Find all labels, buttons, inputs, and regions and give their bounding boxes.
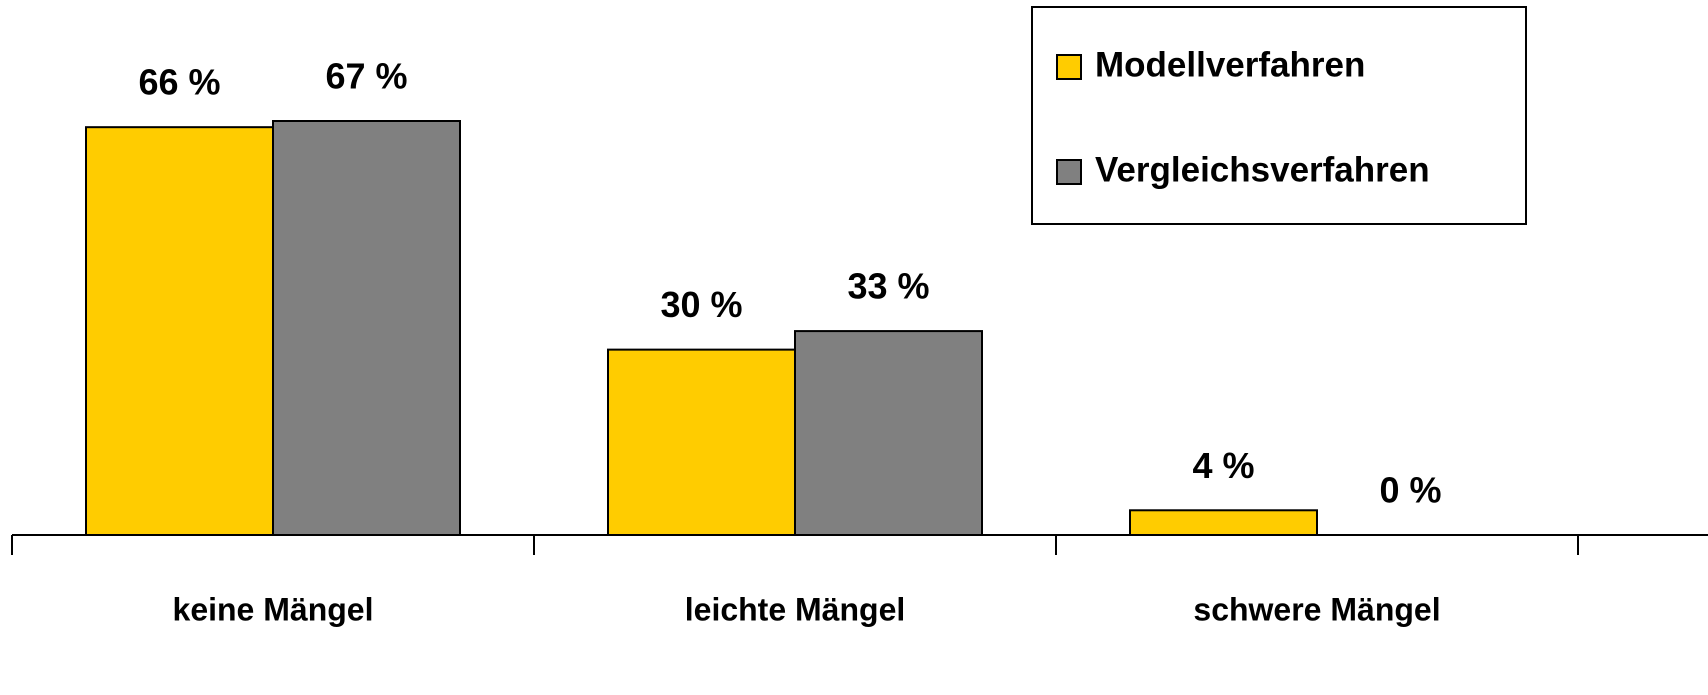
x-tick-label: leichte Mängel — [685, 591, 906, 627]
legend-box — [1031, 6, 1527, 225]
value-label: 30 % — [660, 284, 742, 325]
bar — [794, 330, 983, 536]
bar — [272, 120, 461, 536]
legend-swatch — [1056, 159, 1082, 185]
legend-label: Modellverfahren — [1095, 45, 1365, 84]
value-label: 67 % — [325, 56, 407, 97]
x-tick-label: schwere Mängel — [1193, 591, 1440, 627]
value-label: 66 % — [138, 62, 220, 103]
value-label: 0 % — [1379, 470, 1441, 511]
bar — [1129, 509, 1318, 536]
bar — [607, 348, 796, 536]
legend-swatch — [1056, 54, 1082, 80]
value-label: 33 % — [847, 266, 929, 307]
value-label: 4 % — [1192, 445, 1254, 486]
x-tick-label: keine Mängel — [173, 591, 374, 627]
legend-label: Vergleichsverfahren — [1095, 150, 1430, 189]
bar — [85, 126, 274, 536]
